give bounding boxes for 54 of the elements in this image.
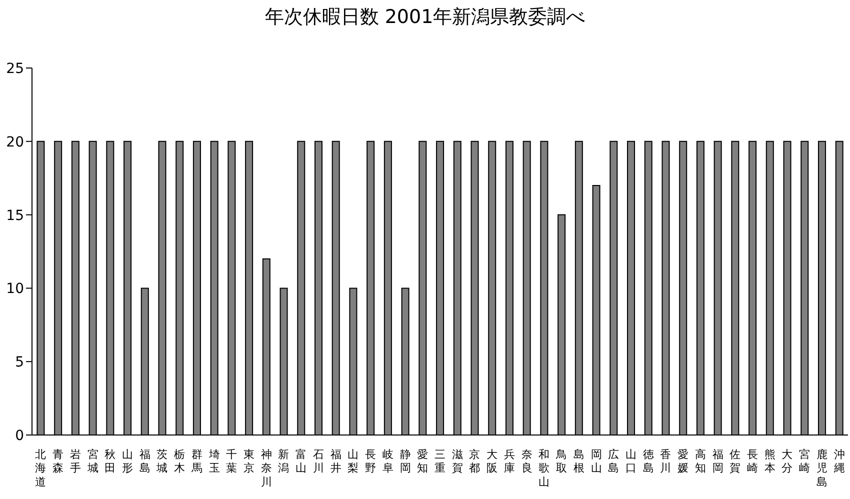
x-tick-label: 富山	[296, 448, 307, 475]
x-tick-label: 山形	[122, 448, 133, 475]
x-tick-label: 熊本	[764, 448, 776, 475]
x-tick-label: 静岡	[400, 448, 411, 475]
x-tick-label: 岩手	[70, 448, 81, 475]
x-tick-label: 高知	[694, 448, 706, 475]
x-tick-label: 鳥取	[555, 448, 568, 475]
y-tick-label: 20	[6, 134, 24, 150]
x-tick-label: 山口	[625, 448, 636, 475]
x-tick-label: 愛知	[417, 448, 428, 475]
x-tick-label: 石川	[312, 448, 324, 475]
y-tick-label: 25	[6, 60, 24, 77]
x-tick-label: 鹿児島	[816, 448, 828, 488]
x-tick-label: 沖縄	[832, 448, 845, 475]
x-tick-label: 宮崎	[799, 448, 810, 475]
x-tick-label: 福井	[330, 448, 342, 475]
x-tick-label: 岐阜	[382, 448, 394, 475]
x-tick-label: 栃木	[174, 448, 186, 475]
x-tick-label: 秋田	[104, 448, 116, 475]
x-tick-label: 兵庫	[504, 448, 515, 475]
x-tick-label: 宮城	[86, 448, 98, 475]
x-tick-label: 東京	[244, 448, 255, 475]
x-tick-label: 福岡	[712, 448, 724, 475]
x-tick-label: 三重	[434, 448, 446, 475]
x-tick-label: 香川	[660, 448, 672, 475]
x-tick-label: 長崎	[747, 448, 758, 475]
x-tick-label: 奈良	[521, 448, 532, 475]
x-tick-label: 千葉	[226, 448, 238, 475]
x-tick-label: 佐賀	[730, 448, 741, 475]
x-tick-label: 和歌山	[538, 448, 550, 488]
x-tick-label: 群馬	[190, 448, 202, 475]
x-tick-label: 埼玉	[208, 448, 220, 475]
y-tick-label: 0	[15, 428, 24, 444]
chart-title: 年次休暇日数 2001年新潟県教委調べ	[264, 5, 586, 30]
x-tick-label: 青森	[52, 448, 64, 475]
y-tick-label: 10	[6, 281, 24, 298]
x-tick-label: 福島	[139, 448, 150, 475]
y-tick-label: 15	[6, 208, 24, 224]
x-tick-label: 長野	[365, 448, 376, 475]
x-tick-label: 新潟	[278, 448, 290, 475]
x-tick-label: 愛媛	[678, 448, 689, 475]
x-tick-label: 大阪	[486, 448, 498, 475]
x-tick-label: 山梨	[348, 448, 359, 475]
x-tick-label: 岡山	[590, 448, 602, 475]
x-tick-label: 大分	[782, 448, 793, 475]
x-tick-label: 京都	[469, 448, 480, 475]
y-tick-label: 5	[15, 354, 24, 371]
x-tick-label: 広島	[608, 448, 620, 475]
x-tick-label: 滋賀	[452, 448, 463, 475]
x-tick-label: 茨城	[156, 448, 168, 475]
x-tick-label: 徳島	[642, 448, 654, 475]
x-tick-label: 北海道	[35, 448, 46, 488]
x-tick-label: 島根	[573, 448, 584, 475]
x-tick-label: 神奈川	[260, 448, 272, 488]
